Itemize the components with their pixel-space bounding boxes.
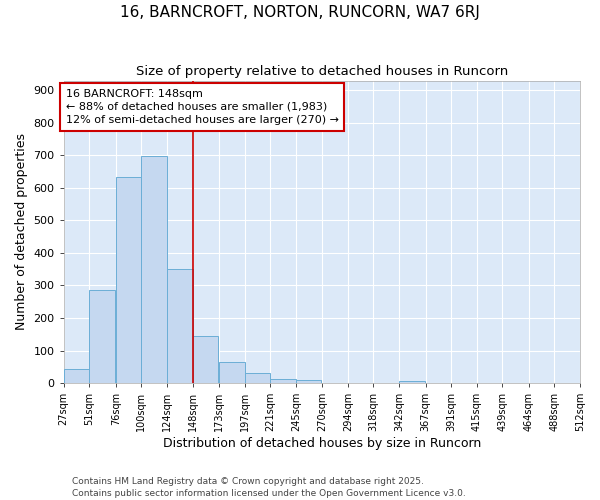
Text: Contains HM Land Registry data © Crown copyright and database right 2025.
Contai: Contains HM Land Registry data © Crown c… bbox=[72, 476, 466, 498]
Y-axis label: Number of detached properties: Number of detached properties bbox=[15, 134, 28, 330]
Bar bbox=[399, 382, 425, 383]
Bar bbox=[89, 290, 115, 383]
Bar bbox=[245, 374, 270, 383]
Bar bbox=[64, 370, 89, 383]
Bar bbox=[296, 380, 322, 383]
Bar bbox=[219, 362, 245, 383]
X-axis label: Distribution of detached houses by size in Runcorn: Distribution of detached houses by size … bbox=[163, 437, 481, 450]
Bar bbox=[116, 178, 142, 383]
Bar bbox=[142, 156, 167, 383]
Bar bbox=[167, 269, 193, 383]
Bar bbox=[270, 379, 296, 383]
Title: Size of property relative to detached houses in Runcorn: Size of property relative to detached ho… bbox=[136, 65, 508, 78]
Text: 16, BARNCROFT, NORTON, RUNCORN, WA7 6RJ: 16, BARNCROFT, NORTON, RUNCORN, WA7 6RJ bbox=[120, 5, 480, 20]
Text: 16 BARNCROFT: 148sqm
← 88% of detached houses are smaller (1,983)
12% of semi-de: 16 BARNCROFT: 148sqm ← 88% of detached h… bbox=[66, 88, 339, 125]
Bar bbox=[193, 336, 218, 383]
